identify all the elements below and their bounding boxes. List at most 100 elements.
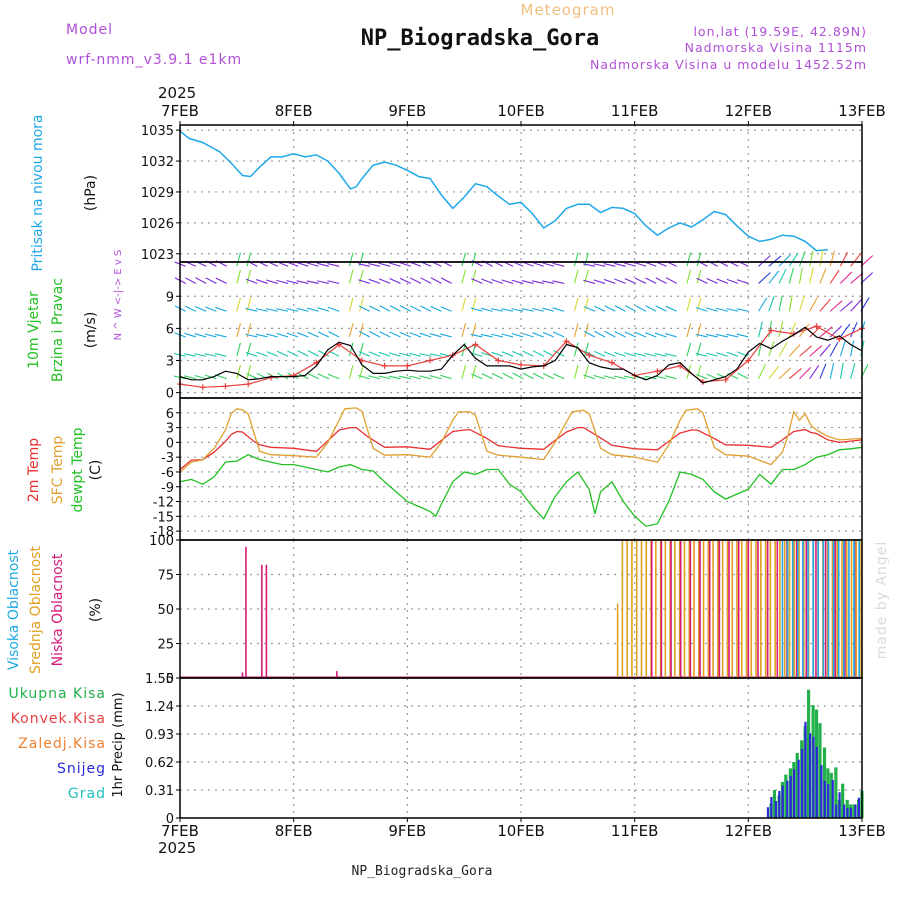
footer-label: NP_Biogradska_Gora (352, 864, 493, 879)
wind-arrow (461, 323, 467, 338)
gust-point (768, 327, 775, 334)
wind-arrow (265, 308, 278, 312)
wind-arrow (726, 351, 739, 357)
time-label-top: 8FEB (275, 102, 313, 120)
wind-arrow (214, 333, 227, 338)
wind-arrow (624, 262, 636, 267)
gust-point (677, 362, 684, 369)
wind-arrow (501, 308, 514, 312)
wind-arrow (819, 298, 831, 312)
wind-arrow (399, 305, 411, 312)
coords-label: lon,lat (19.59E, 42.89N) (693, 24, 867, 39)
wind-arrow (327, 373, 340, 380)
precip-bar (795, 752, 799, 818)
snow-bar (778, 790, 781, 818)
precip-ytick-label: 1.55 (145, 672, 174, 687)
cloud-ytick-label: 50 (157, 603, 174, 618)
pressure-ylabel: Pritisak na nivou mora (30, 114, 46, 271)
wind-arrow (553, 350, 565, 357)
wind-arrow (840, 271, 853, 284)
wind-arrow (531, 307, 544, 312)
wind-arrow (583, 279, 596, 284)
precip-legend-item: Konvek.Kisa (11, 711, 106, 727)
pressure-ytick-label: 1032 (141, 155, 174, 170)
wind-arrow (532, 350, 544, 357)
wind-arrow (490, 308, 503, 312)
wind-arrow (839, 323, 851, 338)
wind-arrow (348, 297, 354, 312)
wind-arrow (665, 332, 677, 338)
gust-point (654, 368, 661, 375)
wind-arrow (655, 305, 667, 312)
cloud-frame (179, 539, 863, 679)
wind-arrow (654, 332, 667, 338)
wind-arrow (512, 372, 524, 380)
wind-arrow (266, 279, 278, 284)
wind-arrow (686, 252, 692, 267)
wind-arrow (829, 269, 840, 284)
precip-panel: 0 0.31 0.62 0.93 1.24 1.55 Ukupna Kisa Konvek.K… (8, 672, 864, 827)
gust-point (267, 374, 274, 381)
wind-arrow (819, 363, 827, 379)
wind-arrow (839, 362, 844, 379)
wind-arrow (788, 252, 799, 267)
wind-arrow (317, 262, 330, 267)
wind-arrow (613, 375, 626, 380)
wind-arrow (583, 263, 595, 267)
gust-point (495, 357, 502, 364)
temperature-ytick-label: -3 (161, 451, 174, 466)
wind-arrow (654, 375, 667, 380)
wind-arrow (399, 261, 411, 267)
wind-arrow (553, 373, 565, 380)
wind-arrow (358, 305, 371, 312)
wind-arrow (348, 365, 354, 379)
wind-arrow (860, 255, 874, 267)
wind-arrow (819, 343, 831, 357)
wind-arrow (696, 297, 702, 312)
wind-arrow (573, 365, 579, 379)
wind-arrow (398, 375, 411, 380)
wind-arrow (440, 374, 452, 380)
wind-arrow (205, 277, 217, 284)
gust-point (518, 361, 524, 368)
wind-arrow (471, 373, 483, 380)
cloud-panel: 0 25 50 75 100 Visoka Oblacnost Srednja Oblacn… (6, 534, 863, 687)
wind-arrow (624, 352, 636, 357)
wind-arrow (461, 252, 467, 267)
temp-dewpt-line (179, 446, 863, 527)
wind-arrow (246, 252, 252, 267)
wind-arrow (798, 295, 805, 312)
wind-arrow (297, 350, 309, 357)
wind-arrow (409, 332, 422, 338)
temp-unit: (C) (88, 460, 104, 481)
precip-legend-item: Grad (68, 786, 106, 802)
wind-arrow (369, 330, 381, 338)
wind-arrow (614, 278, 626, 284)
model-label: Model (66, 22, 113, 38)
wind-arrow (695, 306, 708, 312)
precip-bar (806, 689, 811, 818)
chart-title: NP_Biogradska_Gora (361, 26, 599, 51)
wind-arrow (297, 332, 309, 338)
wind-arrow (705, 307, 718, 312)
cloud-ylabel-low: Niska Oblacnost (50, 553, 66, 666)
time-label-bottom: 12FEB (725, 822, 772, 840)
wind-arrow (716, 333, 728, 338)
wind-arrow (603, 278, 616, 284)
snow-bar (786, 780, 789, 818)
wind-arrow (348, 252, 354, 267)
wind-arrow (584, 342, 589, 357)
gust-point (722, 376, 729, 383)
wind-arrow (440, 277, 452, 284)
wind-arrow (215, 277, 227, 284)
wind-arrow (245, 278, 258, 284)
wind-arrow (839, 251, 849, 267)
wind-arrow (829, 300, 843, 312)
snow-bar (846, 807, 849, 818)
wind-arrow (584, 365, 589, 379)
wind-arrow (357, 263, 370, 267)
snow-bar (781, 785, 784, 818)
wind-arrow (286, 308, 299, 312)
wind-arrow (317, 331, 330, 338)
